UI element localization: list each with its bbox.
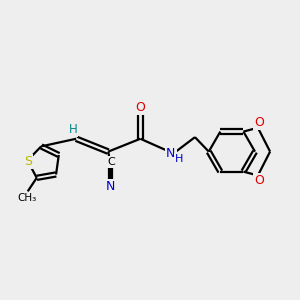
Text: C: C: [107, 157, 115, 167]
Text: N: N: [106, 180, 116, 194]
Text: CH₃: CH₃: [17, 194, 37, 203]
Text: N: N: [166, 147, 176, 160]
Text: O: O: [135, 101, 145, 114]
Text: O: O: [254, 174, 264, 187]
Text: O: O: [254, 116, 264, 129]
Text: S: S: [24, 155, 32, 168]
Text: H: H: [69, 123, 77, 136]
Text: H: H: [175, 154, 183, 164]
